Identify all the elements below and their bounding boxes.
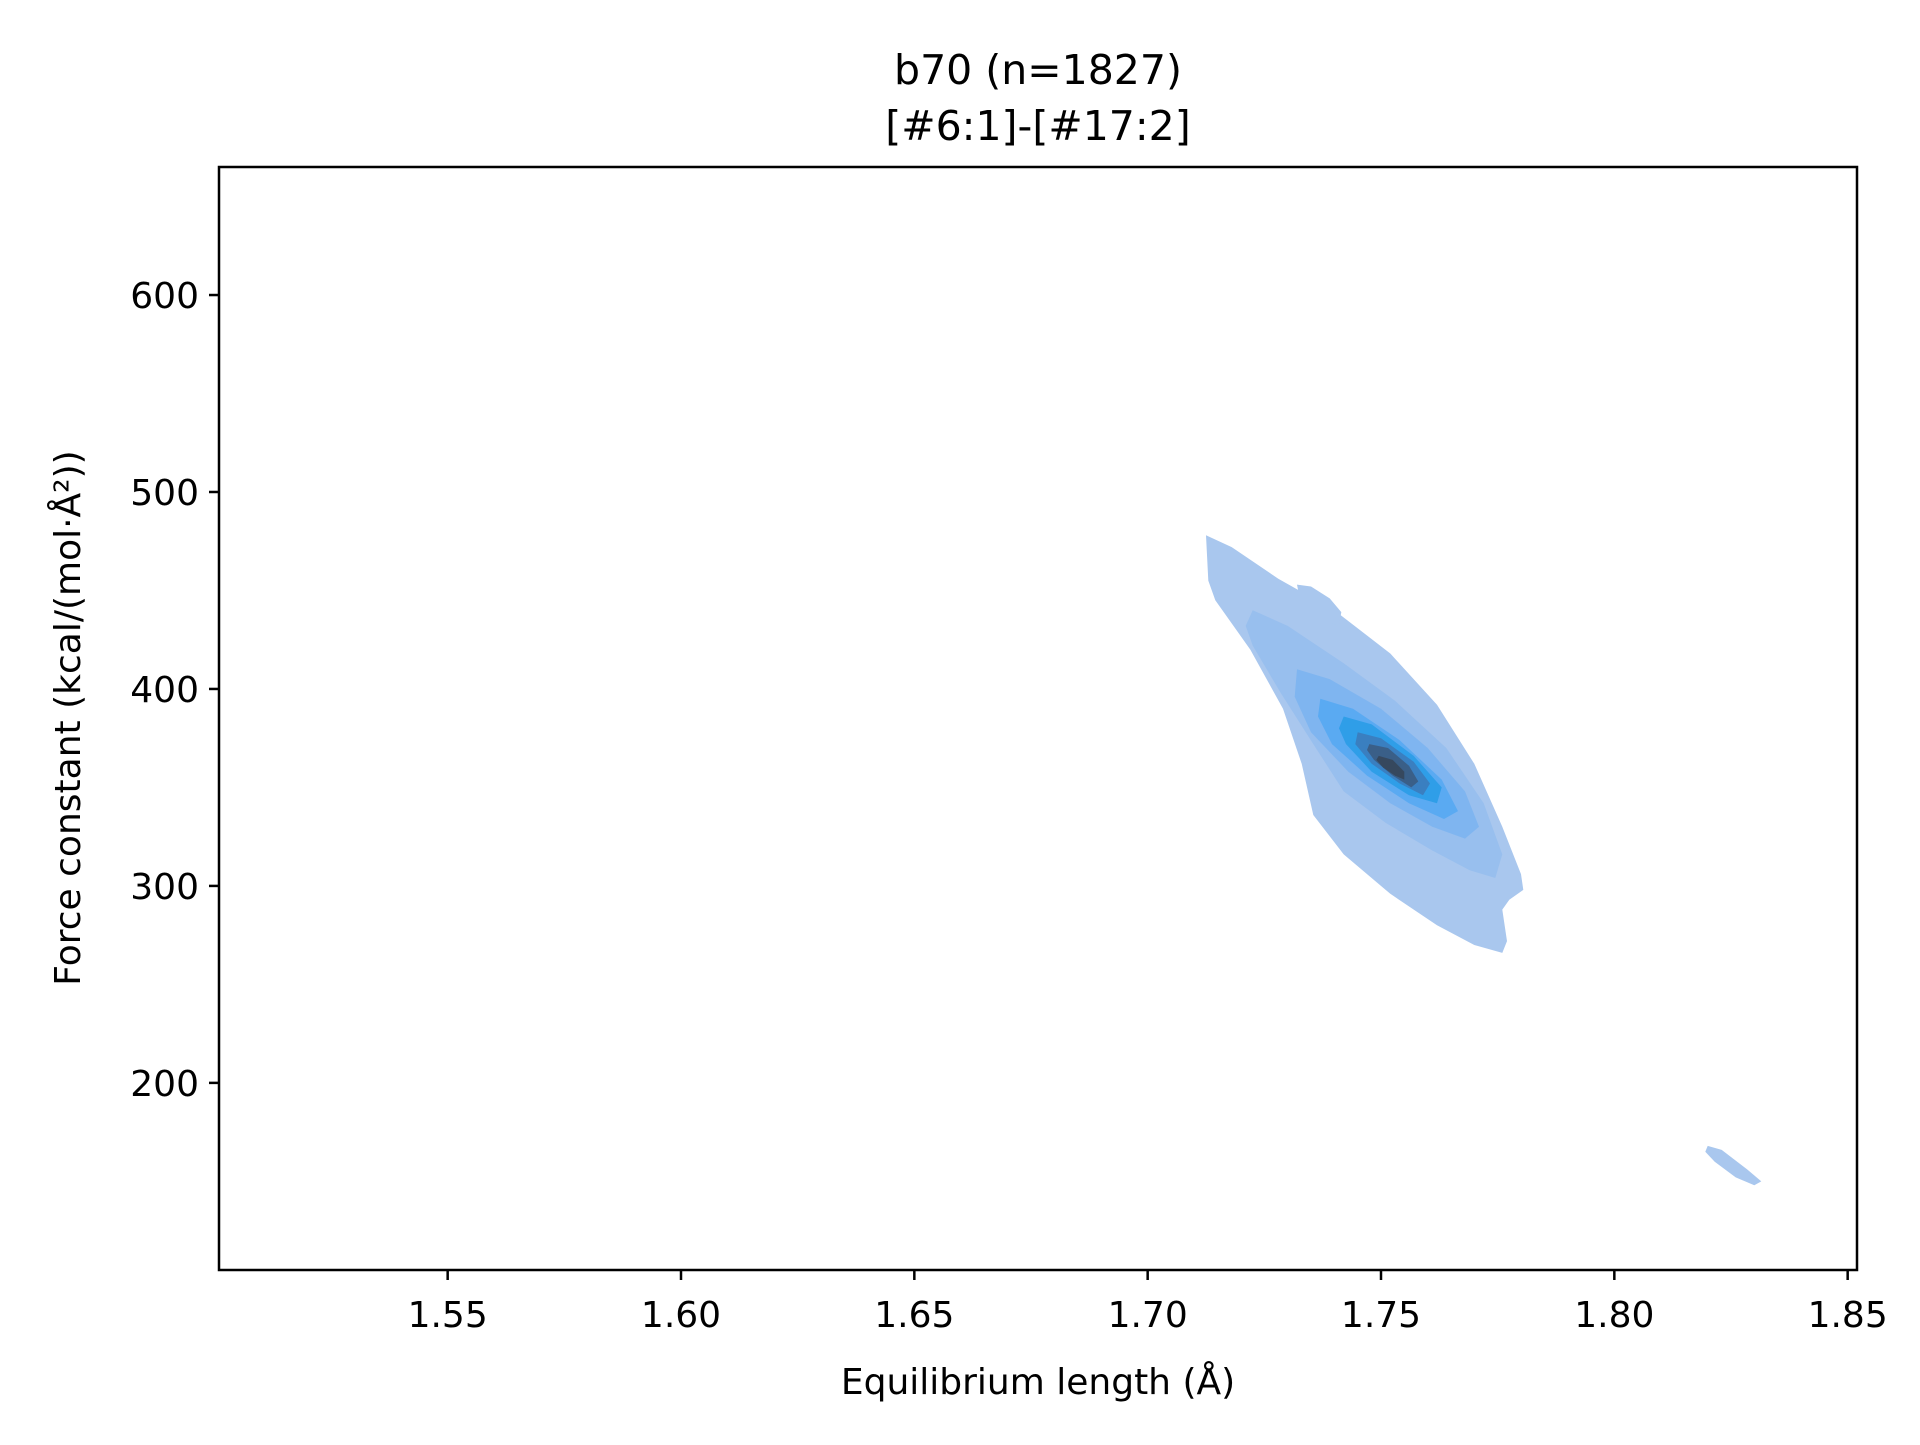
x-tick-label: 1.65 [874,1295,954,1336]
chart-subtitle: [#6:1]-[#17:2] [885,102,1191,150]
x-tick-label: 1.70 [1108,1295,1188,1336]
x-tick-label: 1.55 [408,1295,488,1336]
contour-lower-right-blob [1705,1145,1762,1186]
y-axis: 200 300 400 500 600 [130,276,219,1105]
x-axis-label: Equilibrium length (Å) [841,1360,1235,1403]
x-tick-label: 1.85 [1808,1295,1888,1336]
density-contours [1206,535,1762,1186]
y-tick-label: 300 [130,867,199,908]
y-axis-label: Force constant (kcal/(mol·Å²)) [46,450,89,985]
x-axis: 1.55 1.60 1.65 1.70 1.75 1.80 1.85 [408,1270,1888,1336]
x-tick-label: 1.60 [641,1295,721,1336]
chart-title: b70 (n=1827) [894,46,1182,94]
y-tick-label: 600 [130,276,199,317]
contour-upper-blob [1297,584,1342,626]
plot-frame [217,165,1859,1272]
contour-main-cluster-level-8 [1376,755,1405,780]
y-tick-label: 500 [130,473,199,514]
x-tick-label: 1.75 [1341,1295,1421,1336]
y-tick-label: 200 [130,1064,199,1105]
y-tick-label: 400 [130,670,199,711]
x-tick-label: 1.80 [1574,1295,1654,1336]
